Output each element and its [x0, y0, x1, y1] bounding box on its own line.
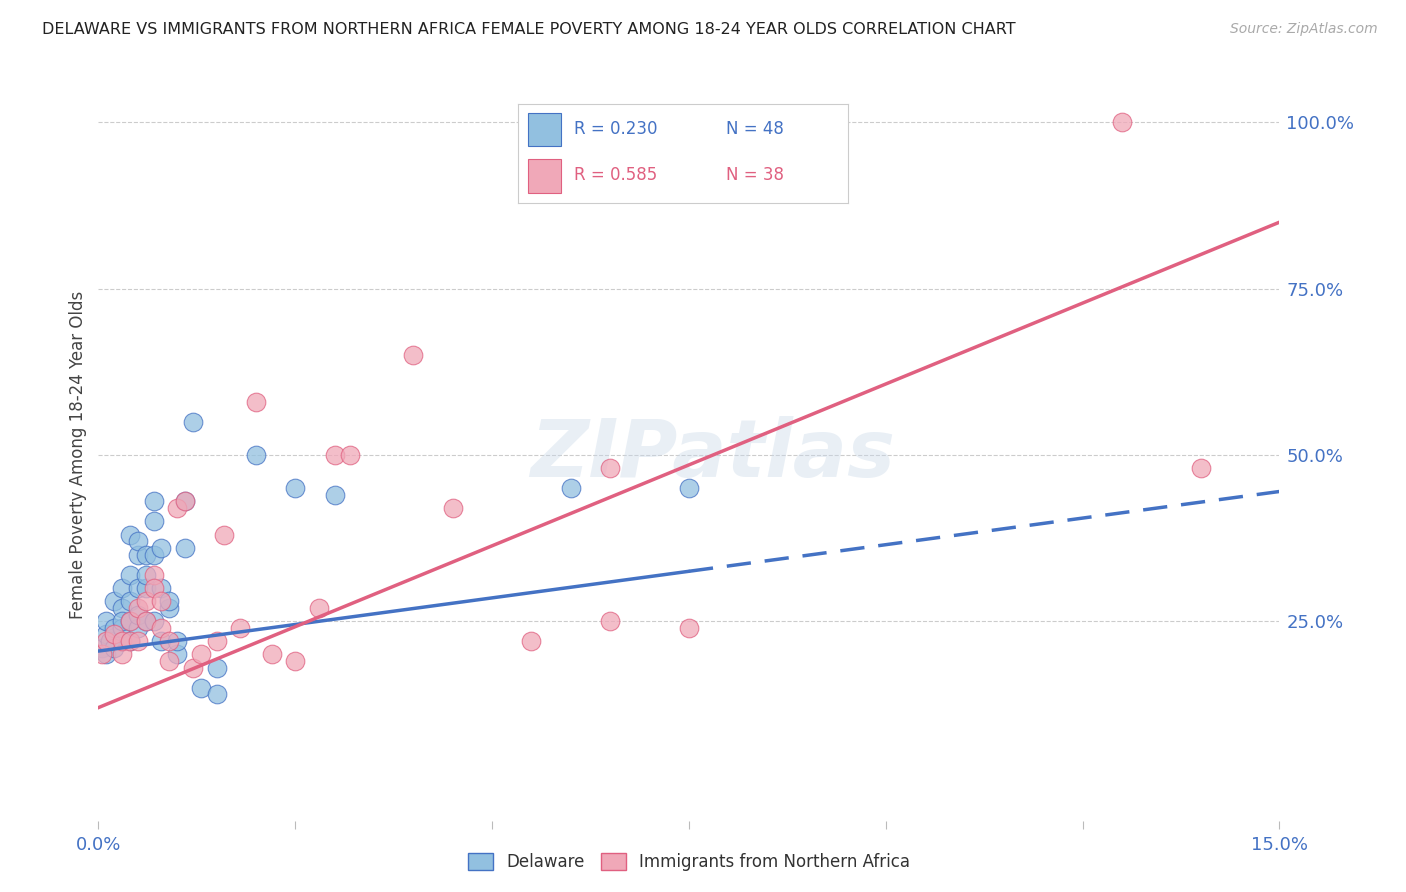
Point [142, 494, 165, 508]
Point [150, 634, 173, 648]
Point [103, 594, 125, 608]
Point [174, 541, 197, 555]
Point [174, 494, 197, 508]
Text: DELAWARE VS IMMIGRANTS FROM NORTHERN AFRICA FEMALE POVERTY AMONG 18-24 YEAR OLDS: DELAWARE VS IMMIGRANTS FROM NORTHERN AFR… [42, 22, 1015, 37]
Point [135, 581, 157, 595]
Point [127, 581, 149, 595]
Point [127, 634, 149, 648]
Text: Source: ZipAtlas.com: Source: ZipAtlas.com [1230, 22, 1378, 37]
Point [323, 488, 346, 502]
Point [118, 527, 141, 541]
Point [111, 634, 134, 648]
Point [157, 600, 180, 615]
Point [150, 621, 173, 635]
Point [181, 415, 204, 429]
Point [1111, 115, 1133, 129]
Point [135, 594, 157, 608]
Point [96, 634, 118, 648]
Point [323, 448, 346, 462]
Point [103, 621, 125, 635]
Point [111, 621, 134, 635]
Point [96, 614, 118, 628]
Point [127, 621, 149, 635]
Point [678, 481, 700, 495]
Point [127, 548, 149, 562]
Point [157, 654, 180, 668]
Point [127, 600, 149, 615]
Point [157, 634, 180, 648]
Point [520, 634, 543, 648]
Point [135, 614, 157, 628]
Point [118, 634, 141, 648]
Point [142, 548, 165, 562]
Point [229, 621, 252, 635]
Point [135, 548, 157, 562]
Point [190, 681, 212, 695]
Point [150, 541, 173, 555]
Point [98, 634, 121, 648]
Point [599, 614, 621, 628]
Point [127, 607, 149, 622]
Point [174, 494, 197, 508]
Point [111, 600, 134, 615]
Point [142, 581, 165, 595]
Point [118, 634, 141, 648]
Point [260, 648, 283, 662]
Point [678, 621, 700, 635]
Legend: Delaware, Immigrants from Northern Africa: Delaware, Immigrants from Northern Afric… [461, 847, 917, 878]
Point [103, 627, 125, 641]
Point [127, 534, 149, 549]
Point [190, 648, 212, 662]
Point [91, 648, 114, 662]
Point [166, 634, 188, 648]
Point [96, 648, 118, 662]
Point [181, 661, 204, 675]
Y-axis label: Female Poverty Among 18-24 Year Olds: Female Poverty Among 18-24 Year Olds [69, 291, 87, 619]
Point [214, 527, 236, 541]
Point [111, 614, 134, 628]
Point [118, 614, 141, 628]
Point [560, 481, 582, 495]
Point [599, 461, 621, 475]
Point [135, 614, 157, 628]
Point [166, 648, 188, 662]
Point [142, 567, 165, 582]
Point [441, 501, 464, 516]
Point [142, 515, 165, 529]
Point [166, 501, 188, 516]
Point [150, 594, 173, 608]
Point [135, 567, 157, 582]
Point [157, 594, 180, 608]
Point [402, 348, 425, 362]
Point [96, 627, 118, 641]
Point [118, 567, 141, 582]
Point [118, 614, 141, 628]
Point [205, 634, 228, 648]
Point [308, 600, 330, 615]
Point [284, 481, 307, 495]
Point [103, 640, 125, 655]
Point [205, 661, 228, 675]
Point [142, 614, 165, 628]
Point [91, 640, 114, 655]
Point [339, 448, 361, 462]
Point [150, 581, 173, 595]
Point [111, 581, 134, 595]
Point [284, 654, 307, 668]
Point [118, 594, 141, 608]
Point [245, 448, 267, 462]
Point [1189, 461, 1212, 475]
Point [111, 648, 134, 662]
Point [205, 687, 228, 701]
Text: ZIPatlas: ZIPatlas [530, 416, 896, 494]
Point [245, 394, 267, 409]
